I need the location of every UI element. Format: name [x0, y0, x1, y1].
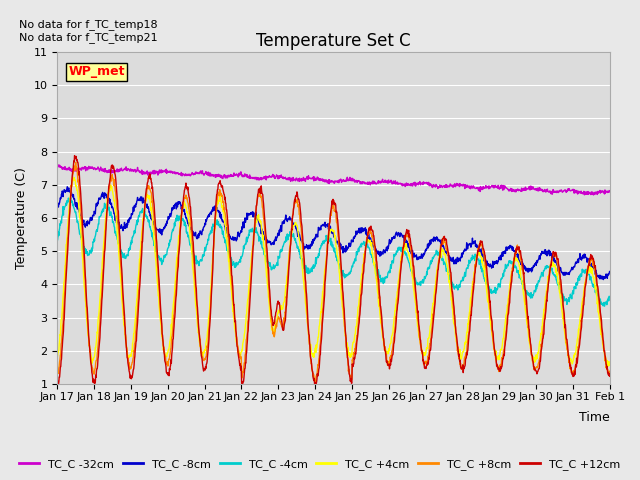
Text: No data for f_TC_temp21: No data for f_TC_temp21	[19, 32, 157, 43]
Y-axis label: Temperature (C): Temperature (C)	[15, 167, 28, 269]
Legend: TC_C -32cm, TC_C -8cm, TC_C -4cm, TC_C +4cm, TC_C +8cm, TC_C +12cm: TC_C -32cm, TC_C -8cm, TC_C -4cm, TC_C +…	[15, 455, 625, 474]
Text: No data for f_TC_temp18: No data for f_TC_temp18	[19, 19, 157, 30]
Text: WP_met: WP_met	[68, 65, 125, 78]
Title: Temperature Set C: Temperature Set C	[256, 33, 411, 50]
X-axis label: Time: Time	[579, 410, 610, 423]
